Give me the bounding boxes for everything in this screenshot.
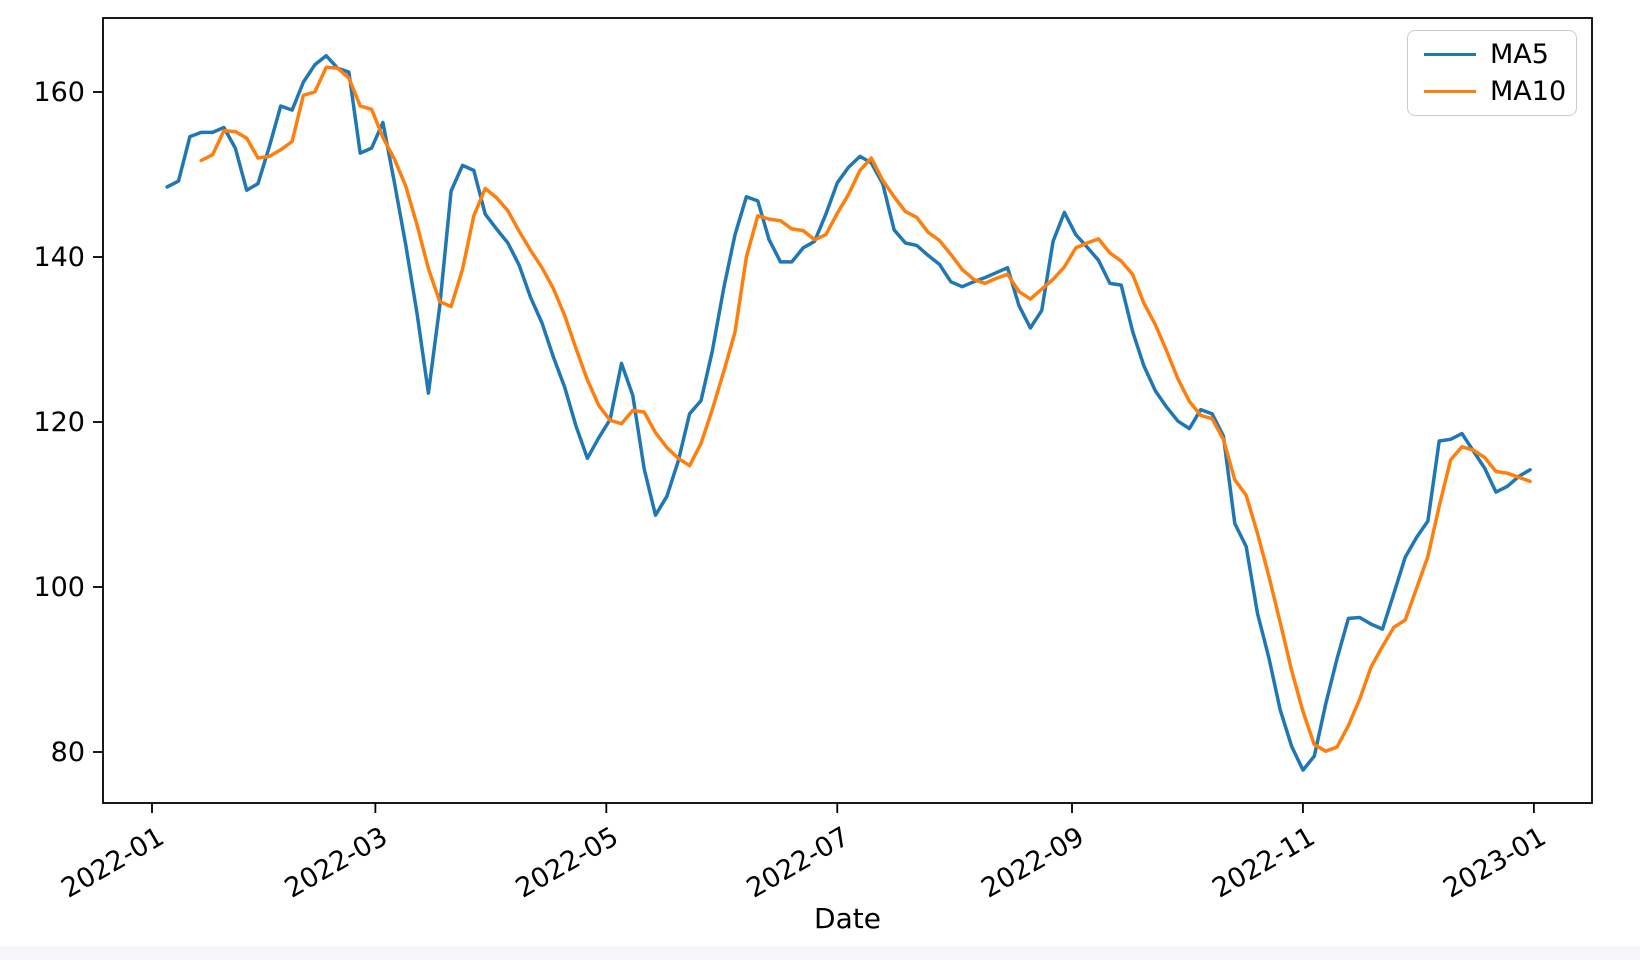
ma5-line — [165, 53, 1532, 772]
x-tick-label: 2022-09 — [976, 821, 1089, 904]
x-tick-label: 2022-01 — [56, 821, 169, 904]
ma10-line-swatch-icon — [1424, 90, 1476, 93]
y-tick-label: 140 — [33, 242, 85, 273]
legend-item-ma5: MA5 — [1424, 41, 1576, 68]
x-tick-label: 2022-11 — [1207, 821, 1320, 904]
x-tick-label: 2022-07 — [742, 821, 855, 904]
x-tick-label: 2022-03 — [280, 821, 393, 904]
legend: MA5 MA10 — [1407, 30, 1577, 116]
y-tick-label: 160 — [33, 77, 85, 108]
ma5-line-swatch-icon — [1424, 53, 1476, 56]
legend-label-ma5: MA5 — [1490, 39, 1549, 70]
y-tick-label: 120 — [33, 407, 85, 438]
x-tick-label: 2023-01 — [1438, 821, 1551, 904]
y-tick-label: 100 — [33, 572, 85, 603]
ma10-line — [199, 65, 1532, 753]
y-tick-label: 80 — [51, 737, 85, 768]
x-tick-label: 2022-05 — [511, 821, 624, 904]
window-bottom-strip — [0, 946, 1640, 960]
legend-item-ma10: MA10 — [1424, 78, 1576, 105]
x-axis-label: Date — [814, 902, 881, 935]
plot-frame — [102, 17, 1593, 804]
legend-label-ma10: MA10 — [1490, 76, 1567, 107]
